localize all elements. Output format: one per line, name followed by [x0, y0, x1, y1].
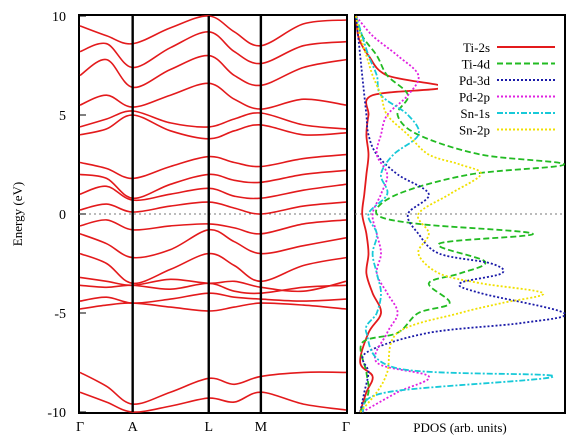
legend-label: Sn-1s	[460, 106, 490, 121]
band-panel: -10 -5 0 5 10 Γ A L M Γ Energy (eV)	[10, 10, 361, 435]
y-tick-label: 5	[59, 109, 66, 124]
y-tick-label: 0	[59, 208, 66, 223]
pdos-curves	[355, 15, 567, 413]
kpoint-label: Γ	[76, 420, 84, 435]
y-tick-label: -10	[47, 406, 66, 421]
pdos-curve	[355, 15, 430, 413]
kpoint-lines	[131, 16, 263, 412]
kpoint-label: Γ	[342, 420, 350, 435]
kpoint-label: A	[128, 420, 139, 435]
legend-label: Pd-3d	[459, 73, 491, 88]
legend-label: Sn-2p	[459, 123, 490, 138]
y-tick-label: 10	[52, 10, 66, 25]
pdos-curve	[355, 15, 565, 413]
legend-label: Ti-4d	[462, 57, 491, 72]
kpoint-label: M	[255, 420, 268, 435]
legend-label: Ti-2s	[463, 40, 490, 55]
y-axis-label: Energy (eV)	[10, 182, 25, 246]
pdos-curve	[355, 15, 545, 413]
kpoint-label: L	[204, 420, 213, 435]
legend-background	[438, 36, 560, 134]
legend-label: Pd-2p	[459, 90, 490, 105]
y-tick-label: -5	[54, 307, 66, 322]
pdos-x-axis-label: PDOS (arb. units)	[413, 420, 507, 435]
pdos-curve	[355, 15, 567, 413]
